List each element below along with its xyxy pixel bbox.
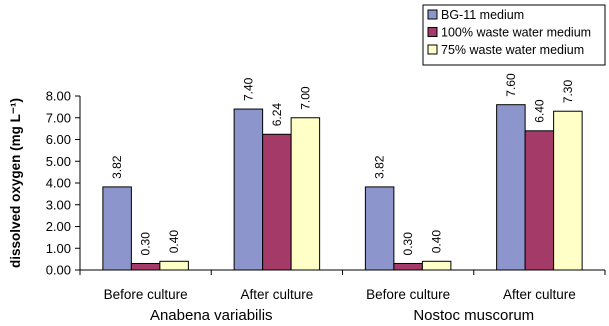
bar xyxy=(553,110,583,271)
bar xyxy=(393,262,423,271)
group-label: Anabena variabilis xyxy=(150,307,273,324)
data-label: 7.00 xyxy=(298,86,312,110)
data-label: 7.40 xyxy=(241,77,255,101)
group-label: Nostoc muscorum xyxy=(413,307,534,324)
bar xyxy=(102,186,132,271)
y-tick-label: 7.00 xyxy=(46,110,71,125)
y-axis: 0.00 1.00 2.00 3.00 4.00 5.00 6.00 7.00 8.00 xyxy=(46,89,81,278)
x-axis: Before culture After culture Before cultur… xyxy=(79,269,606,324)
x-tick-label: Before culture xyxy=(104,287,188,302)
data-label: 7.30 xyxy=(561,80,575,104)
x-tick-label: After culture xyxy=(503,287,576,302)
y-tick-label: 1.00 xyxy=(46,241,71,256)
data-label: 0.30 xyxy=(401,232,415,256)
bar xyxy=(262,133,292,271)
bar xyxy=(524,130,555,271)
data-label: 0.30 xyxy=(139,232,153,256)
legend-swatch xyxy=(427,9,438,20)
legend-label: 75% waste water medium xyxy=(441,43,584,57)
y-axis-label: dissolved oxygen (mg L⁻¹) xyxy=(8,98,23,268)
legend-swatch xyxy=(427,44,438,55)
y-tick-label: 6.00 xyxy=(46,132,71,147)
bar xyxy=(233,108,264,271)
data-label: 3.82 xyxy=(373,155,387,179)
bars: 3.82 0.30 0.40 7.40 6.24 7.00 3.82 0.30 0.40 7.60… xyxy=(102,73,583,271)
y-tick-label: 0.00 xyxy=(46,263,71,278)
data-label: 0.40 xyxy=(167,230,181,254)
legend-label: 100% waste water medium xyxy=(441,26,591,40)
data-label: 3.82 xyxy=(110,155,124,179)
y-tick-label: 3.00 xyxy=(46,197,71,212)
bar xyxy=(159,260,189,271)
bar xyxy=(290,117,321,271)
legend-box xyxy=(422,4,606,66)
y-tick-label: 2.00 xyxy=(46,219,71,234)
y-tick-label: 4.00 xyxy=(46,176,71,191)
x-tick-label: Before culture xyxy=(366,287,450,302)
x-tick-label: After culture xyxy=(240,287,313,302)
bar xyxy=(130,262,161,271)
y-tick-label: 8.00 xyxy=(46,89,71,104)
data-label: 6.40 xyxy=(532,99,546,123)
data-label: 6.24 xyxy=(270,103,284,127)
data-label: 7.60 xyxy=(504,73,518,97)
y-tick-label: 5.00 xyxy=(46,154,71,169)
bar xyxy=(496,104,526,271)
bar xyxy=(421,260,452,271)
data-label: 0.40 xyxy=(430,230,444,254)
legend-label: BG-11 medium xyxy=(441,8,524,22)
legend-swatch xyxy=(427,27,438,37)
legend: BG-11 medium 100% waste water medium 75% w… xyxy=(422,4,606,66)
bar xyxy=(364,186,395,271)
